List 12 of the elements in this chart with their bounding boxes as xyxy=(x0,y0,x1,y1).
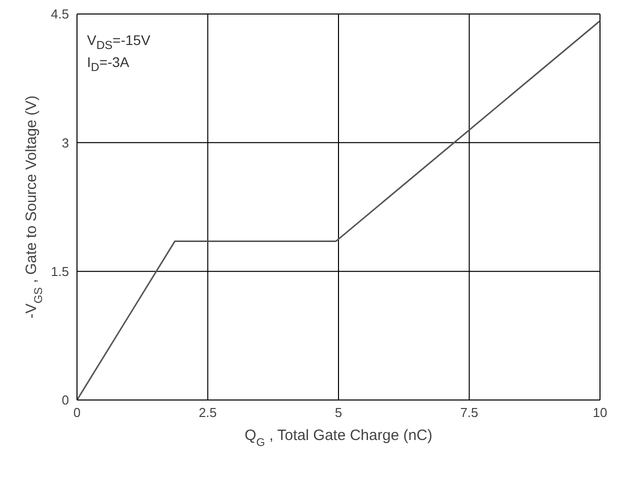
y-tick-label: 3 xyxy=(62,135,69,150)
x-tick-label: 7.5 xyxy=(460,405,478,420)
annotation: V$_{DS}$=-15V xyxy=(87,32,150,54)
x-tick-label: 5 xyxy=(334,405,342,420)
x-tick-label: 2.5 xyxy=(198,405,217,420)
y-tick-label: 1.5 xyxy=(50,264,69,279)
x-tick-label: 10 xyxy=(592,405,608,420)
x-tick-label: 0 xyxy=(73,405,81,420)
x-axis-title: Q$_{G}$ , Total Gate Charge (nC) xyxy=(244,427,432,449)
annotation: I$_{D}$=-3A xyxy=(87,54,130,76)
y-tick-label: 0 xyxy=(62,392,69,408)
y-tick-label: 4.5 xyxy=(50,6,69,22)
